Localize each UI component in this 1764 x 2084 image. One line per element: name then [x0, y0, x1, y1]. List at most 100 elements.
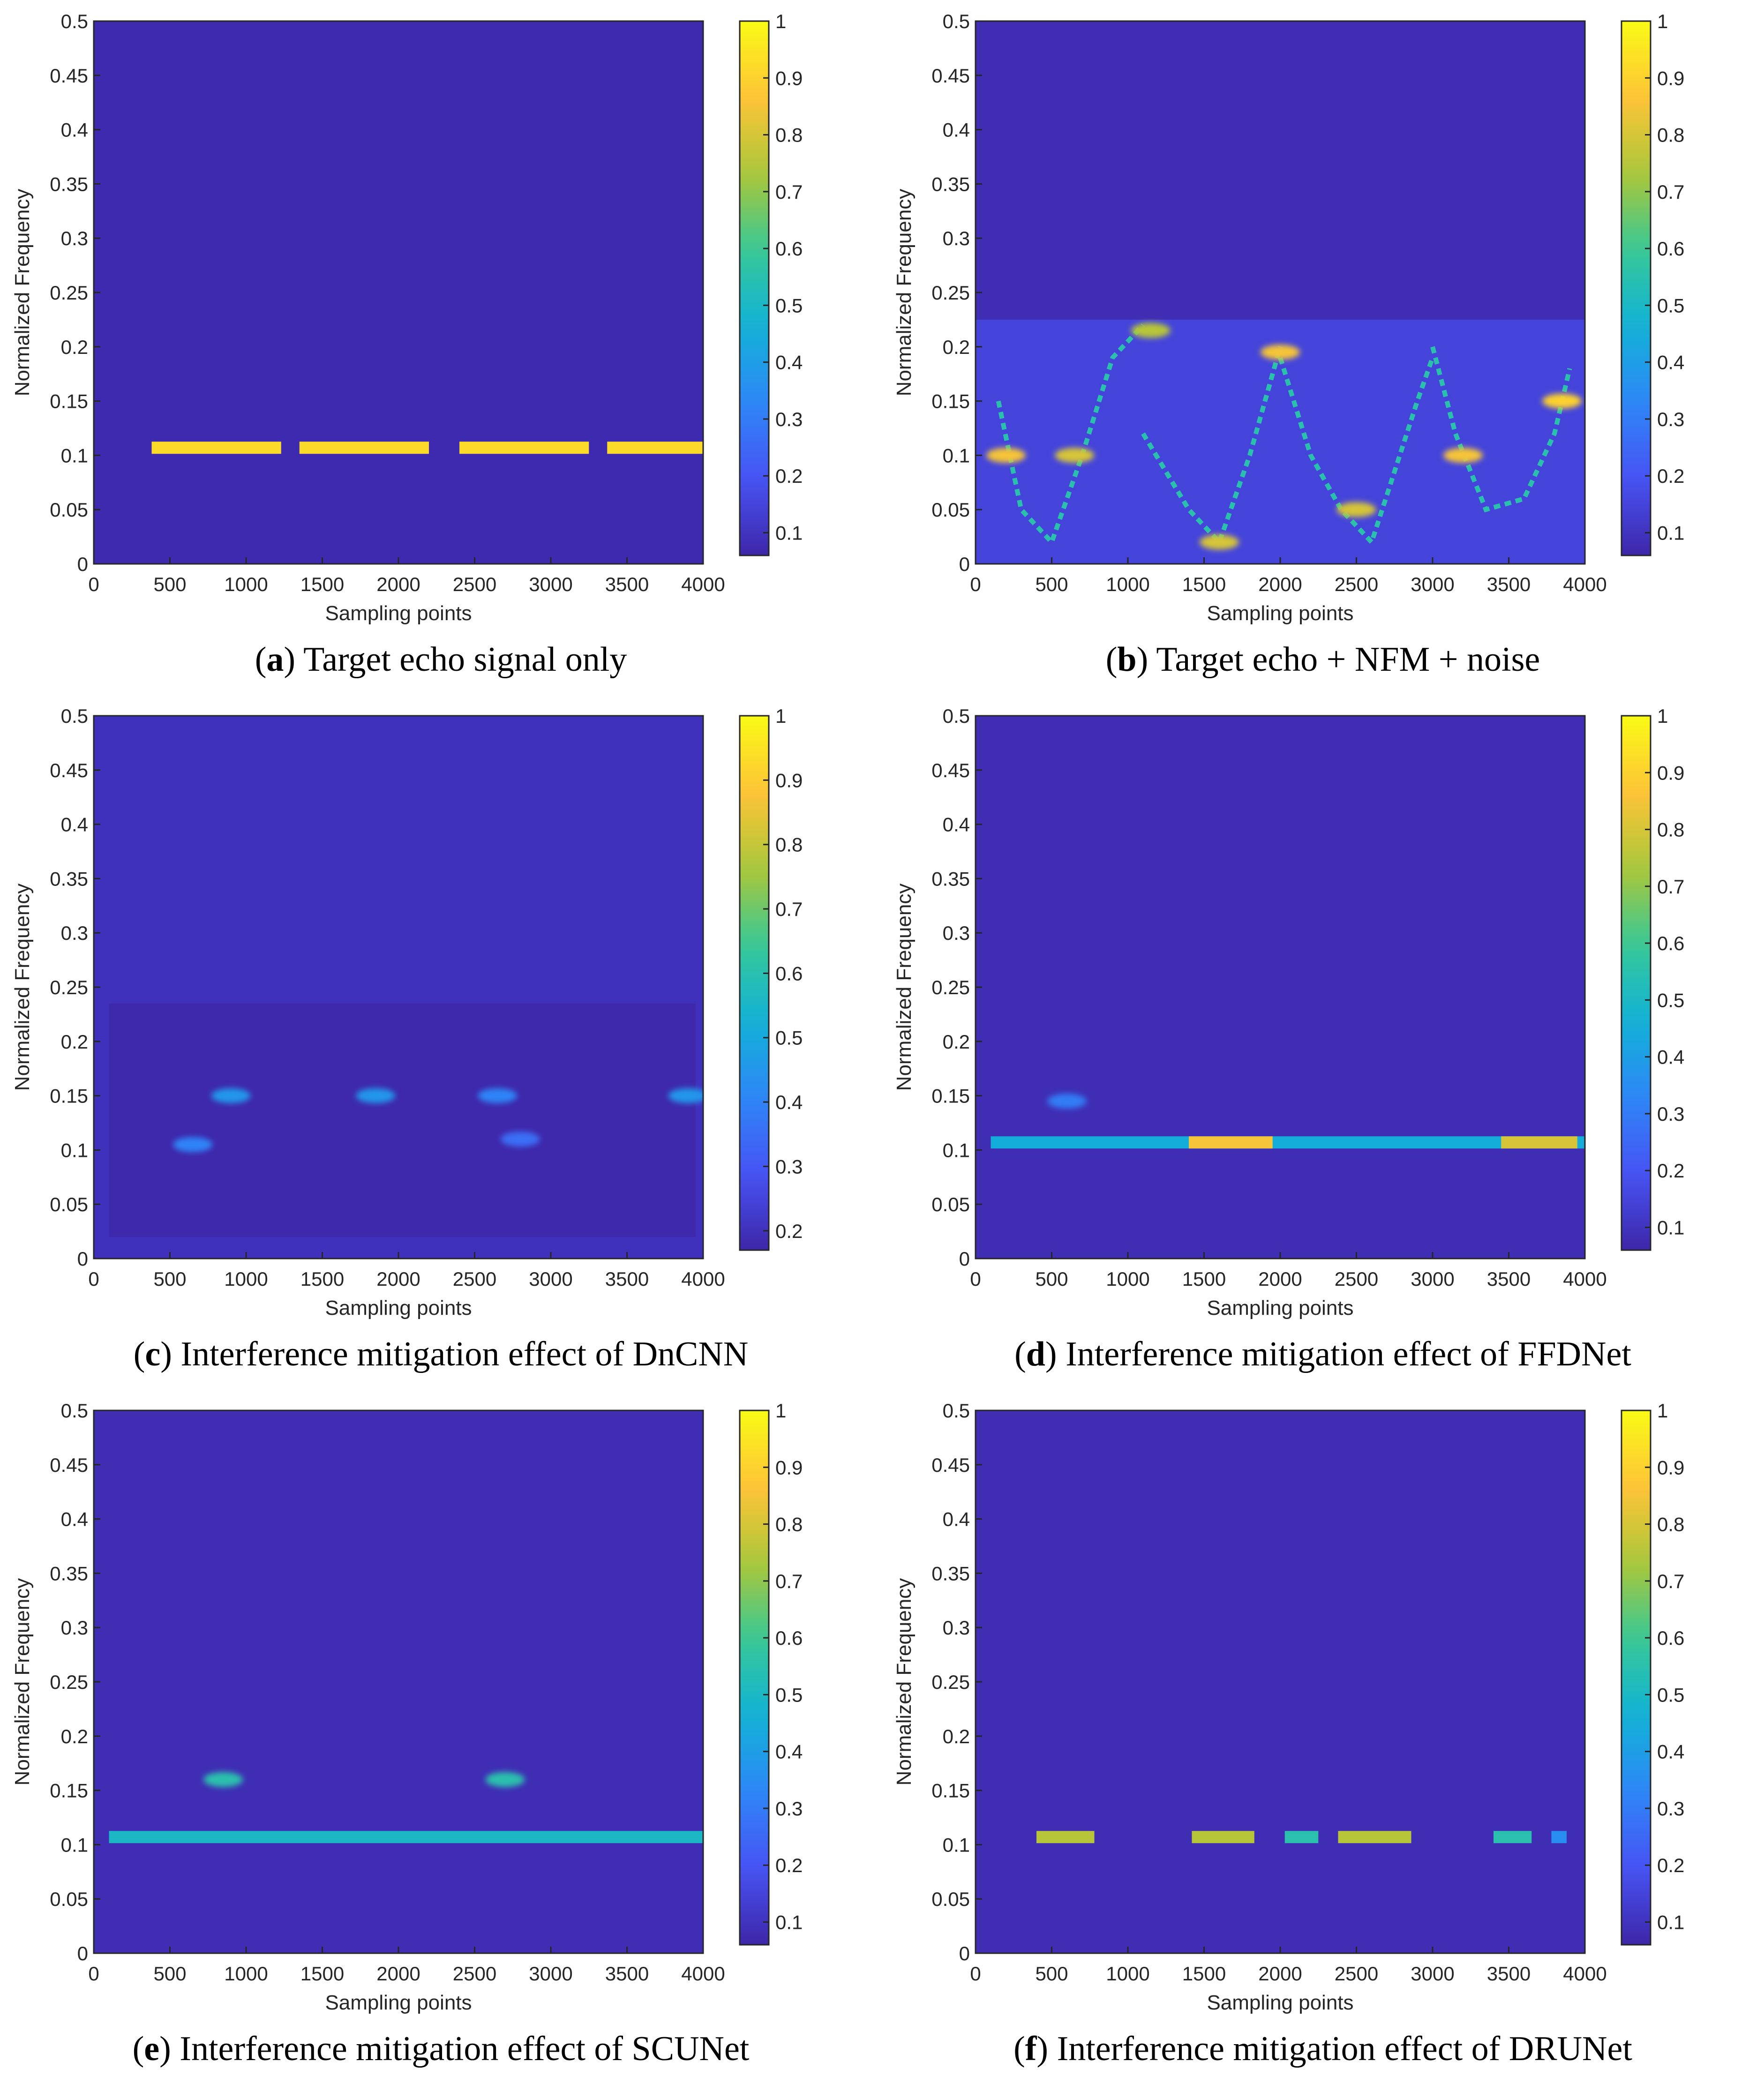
y-axis-label: Normalized Frequency [893, 189, 916, 397]
heatmap-band [1189, 1136, 1273, 1149]
y-tick-label: 0.25 [50, 282, 88, 304]
y-tick-label: 0.05 [50, 499, 88, 521]
y-tick-label: 0.1 [943, 1139, 970, 1161]
x-tick-label: 1000 [1106, 1963, 1149, 1985]
colorbar-tick-label: 0.7 [775, 1570, 803, 1592]
y-tick-label: 0.1 [61, 1834, 88, 1856]
heatmap-spot [501, 1132, 540, 1147]
colorbar-tick-label: 1 [775, 10, 786, 32]
x-tick-label: 1000 [1106, 1268, 1149, 1290]
y-tick-label: 0.3 [61, 1617, 88, 1639]
x-tick-label: 1000 [1106, 573, 1149, 595]
x-tick-label: 2000 [376, 1268, 420, 1290]
y-tick-label: 0.1 [61, 1139, 88, 1161]
colorbar-tick-label: 0.8 [1657, 819, 1684, 841]
colorbar-tick-label: 0.4 [775, 1741, 803, 1763]
heatmap-background [976, 1410, 1585, 1953]
colorbar-tick-label: 0.6 [1657, 1627, 1684, 1649]
colorbar-tick-label: 0.6 [1657, 932, 1684, 954]
panel-c: 0 500 1000 1500 2000 2500 3000 3500 4000 0 0.05 0.1… [0, 695, 882, 1389]
colorbar-tick-label: 0.4 [1657, 352, 1684, 374]
y-tick-label: 0.1 [61, 444, 88, 466]
heatmap-spot [668, 1088, 703, 1103]
x-tick-label: 2000 [1258, 1963, 1302, 1985]
panel-f: 0 500 1000 1500 2000 2500 3000 3500 4000 0 0.05 0.1… [882, 1389, 1764, 2084]
colorbar-tick-label: 0.3 [775, 408, 803, 430]
x-tick-label: 4000 [681, 573, 725, 595]
y-tick-label: 0 [77, 553, 88, 575]
x-tick-label: 500 [153, 1268, 186, 1290]
heatmap-spot [1261, 345, 1300, 360]
colorbar-tick-label: 0.2 [775, 465, 803, 487]
x-tick-label: 3500 [1487, 1268, 1531, 1290]
x-axis-label: Sampling points [325, 602, 472, 625]
x-axis-label: Sampling points [325, 1991, 472, 2014]
heatmap-area [976, 21, 1585, 564]
caption-a: (a) Target echo signal only [255, 640, 627, 679]
y-tick-label: 0.35 [50, 173, 88, 195]
y-tick-label: 0 [959, 1942, 970, 1964]
y-tick-label: 0 [77, 1248, 88, 1270]
y-tick-label: 0.5 [943, 1400, 970, 1422]
y-tick-label: 0.35 [931, 173, 970, 195]
x-axis-label: Sampling points [1207, 1297, 1353, 1319]
x-tick-label: 2000 [1258, 573, 1302, 595]
y-tick-label: 0 [959, 553, 970, 575]
x-axis-label: Sampling points [325, 1297, 472, 1319]
x-tick-label: 3000 [529, 1963, 572, 1985]
y-tick-label: 0.45 [50, 65, 88, 87]
y-tick-label: 0.15 [931, 1780, 970, 1802]
y-tick-label: 0.4 [61, 1508, 88, 1530]
y-tick-label: 0.5 [61, 1400, 88, 1422]
heatmap-spot [1131, 323, 1171, 338]
colorbar-tick-label: 0.9 [775, 1456, 803, 1478]
colorbar-tick-label: 0.6 [775, 962, 803, 984]
x-tick-label: 1500 [300, 573, 344, 595]
y-tick-label: 0.25 [931, 282, 970, 304]
x-tick-label: 500 [153, 1963, 186, 1985]
colorbar-tick-label: 0.4 [775, 1091, 803, 1113]
heatmap-spot [986, 448, 1026, 463]
heatmap-spot [1443, 448, 1483, 463]
heatmap-background [94, 1410, 703, 1953]
heatmap-band [1036, 1831, 1095, 1844]
y-tick-label: 0.25 [50, 976, 88, 998]
y-tick-label: 0.25 [931, 1671, 970, 1693]
y-tick-label: 0.3 [943, 1617, 970, 1639]
y-tick-label: 0.2 [943, 1031, 970, 1053]
panel-a: 0 500 1000 1500 2000 2500 3000 3500 4000 0 0.05 0.1… [0, 0, 882, 695]
x-axis-label: Sampling points [1207, 1991, 1353, 2014]
colorbar [739, 715, 770, 1251]
heatmap-spot [1200, 534, 1239, 550]
colorbar [1621, 1409, 1651, 1946]
y-tick-label: 0.3 [943, 922, 970, 944]
y-tick-label: 0.5 [943, 705, 970, 727]
x-tick-label: 3000 [1411, 1963, 1454, 1985]
heatmap-band [1494, 1831, 1532, 1844]
heatmap-band [109, 1831, 703, 1844]
heatmap-spot [211, 1088, 251, 1103]
colorbar-tick-label: 0.1 [1657, 1216, 1684, 1238]
colorbar-tick-label: 0.7 [1657, 181, 1684, 203]
panel-e: 0 500 1000 1500 2000 2500 3000 3500 4000 0 0.05 0.1… [0, 1389, 882, 2084]
x-tick-label: 1000 [224, 1963, 268, 1985]
y-tick-label: 0 [959, 1248, 970, 1270]
y-tick-label: 0.35 [931, 1562, 970, 1584]
colorbar-tick-label: 0.4 [1657, 1741, 1684, 1763]
caption-c: (c) Interference mitigation effect of Dn… [133, 1335, 749, 1373]
x-tick-label: 2500 [453, 1963, 496, 1985]
heatmap-spot [1047, 1094, 1087, 1109]
colorbar [739, 20, 770, 556]
y-tick-label: 0.15 [50, 1780, 88, 1802]
colorbar [1621, 715, 1651, 1251]
colorbar-tick-label: 0.7 [1657, 876, 1684, 898]
heatmap-trace [1278, 357, 1435, 547]
x-tick-label: 2500 [453, 1268, 496, 1290]
caption-d: (d) Interference mitigation effect of FF… [1014, 1335, 1631, 1373]
colorbar [739, 1409, 770, 1946]
colorbar-tick-label: 0.3 [1657, 408, 1684, 430]
x-tick-label: 1500 [300, 1268, 344, 1290]
colorbar-tick-label: 0.9 [1657, 67, 1684, 89]
heatmap-band [1338, 1831, 1411, 1844]
colorbar-tick-label: 0.6 [775, 1627, 803, 1649]
